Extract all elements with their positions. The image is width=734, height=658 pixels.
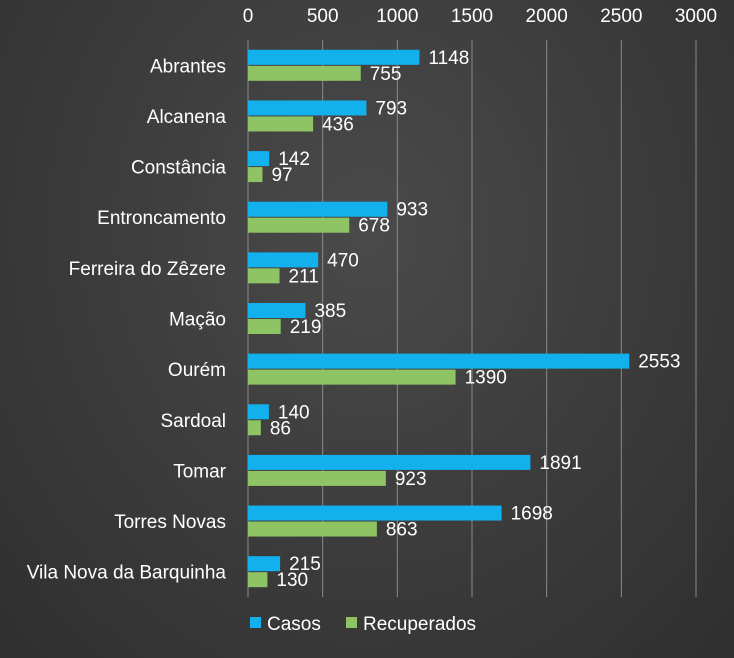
bar-casos [248, 353, 630, 369]
data-label: 130 [276, 570, 308, 591]
bar-casos [248, 201, 388, 217]
bar-recuperados [248, 572, 268, 588]
category-label: Ferreira do Zêzere [69, 259, 226, 280]
data-label: 140 [278, 402, 310, 423]
legend-swatch [250, 617, 261, 628]
category-label: Ourém [168, 360, 226, 381]
data-label: 863 [386, 520, 418, 541]
bar-recuperados [248, 65, 361, 81]
category-labels: Abrantes Alcanena Constância Entroncamento F… [27, 56, 227, 583]
data-label: 2553 [638, 352, 680, 373]
x-tick-label: 3000 [675, 6, 717, 27]
bar-casos [248, 303, 306, 318]
x-tick-label: 0 [243, 6, 254, 27]
category-label: Abrantes [150, 56, 226, 77]
bar-recuperados [248, 217, 350, 233]
bar-casos [248, 151, 270, 167]
data-label: 755 [370, 64, 402, 85]
data-label: 385 [314, 301, 346, 322]
category-label: Tomar [173, 461, 226, 482]
bar-casos [248, 252, 319, 268]
legend-swatch [346, 617, 357, 628]
grid-lines [247, 40, 697, 597]
x-axis-ticks: 0 500 1000 1500 2000 2500 3000 [243, 6, 717, 27]
category-label: Mação [169, 310, 226, 331]
data-label: 436 [322, 114, 354, 135]
bar-casos [248, 49, 420, 65]
x-tick-label: 1000 [376, 6, 418, 27]
bar-casos [248, 100, 367, 116]
data-label: 678 [358, 216, 390, 237]
data-label: 219 [290, 317, 322, 338]
data-label: 923 [395, 469, 427, 490]
data-label: 86 [270, 418, 291, 439]
x-tick-label: 500 [307, 6, 339, 27]
data-label: 1891 [539, 453, 581, 474]
bar-recuperados [248, 319, 281, 334]
data-label: 1148 [428, 48, 469, 69]
data-label: 97 [271, 165, 292, 186]
category-label: Sardoal [161, 411, 227, 432]
data-label: 1698 [511, 504, 553, 525]
bar-recuperados [248, 420, 261, 436]
bar-recuperados [248, 268, 280, 284]
category-label: Entroncamento [97, 208, 226, 229]
bar-recuperados [248, 116, 314, 132]
legend-label: Recuperados [363, 614, 476, 635]
bar-casos [248, 505, 502, 521]
category-label: Torres Novas [114, 512, 226, 533]
category-label: Alcanena [147, 107, 227, 128]
bar-recuperados [248, 521, 377, 537]
data-label: 793 [375, 98, 407, 119]
data-label: 142 [278, 149, 310, 170]
bar-casos [248, 404, 269, 420]
x-tick-label: 1500 [451, 6, 493, 27]
data-label: 933 [396, 200, 428, 221]
category-label: Constância [131, 158, 226, 179]
bar-recuperados [248, 470, 386, 486]
legend-label: Casos [267, 614, 321, 635]
x-tick-label: 2500 [600, 6, 642, 27]
bar-recuperados [248, 369, 456, 385]
bar-recuperados [248, 167, 263, 183]
data-label: 1390 [465, 368, 507, 389]
data-label: 470 [327, 250, 359, 271]
data-label: 215 [289, 554, 321, 575]
bar-casos [248, 454, 531, 470]
bars [248, 49, 630, 588]
x-tick-label: 2000 [526, 6, 568, 27]
category-label: Vila Nova da Barquinha [27, 563, 227, 584]
legend: Casos Recuperados [250, 614, 476, 635]
bar-casos [248, 556, 281, 572]
data-label: 211 [289, 266, 319, 287]
